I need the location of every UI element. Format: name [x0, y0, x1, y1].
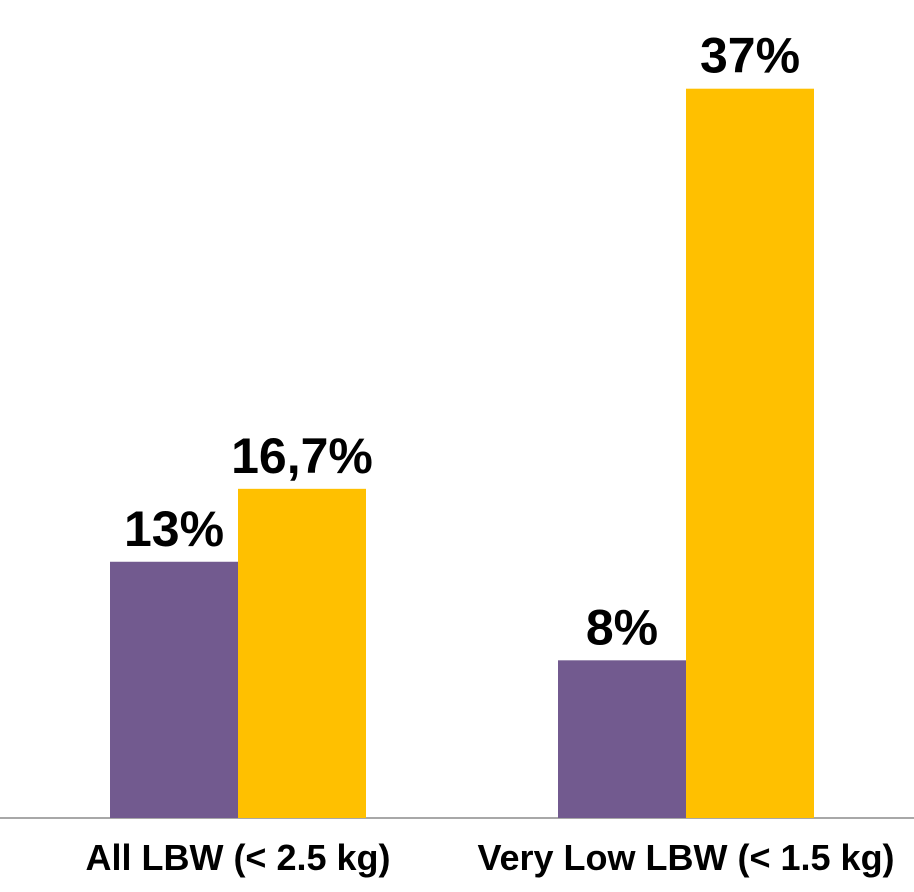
bar-1-1: [110, 561, 238, 818]
value-label-1-2: 8%: [586, 599, 658, 655]
bar-1-2: [558, 660, 686, 818]
value-label-2-1: 16,7%: [231, 428, 373, 484]
value-label-2-2: 37%: [700, 28, 800, 84]
bars-group: [110, 88, 814, 818]
value-labels-group: 13%16,7% 8% 37%: [124, 28, 800, 656]
bar-2-1: [238, 488, 366, 818]
category-label-1: All LBW (< 2.5 kg): [85, 837, 390, 878]
bar-2-2: [686, 88, 814, 818]
category-label-2: Very Low LBW (< 1.5 kg): [477, 837, 894, 878]
category-labels-group: All LBW (< 2.5 kg) Very Low LBW (< 1.5 kg…: [85, 837, 894, 878]
value-label-1-1: 13%: [124, 501, 224, 557]
